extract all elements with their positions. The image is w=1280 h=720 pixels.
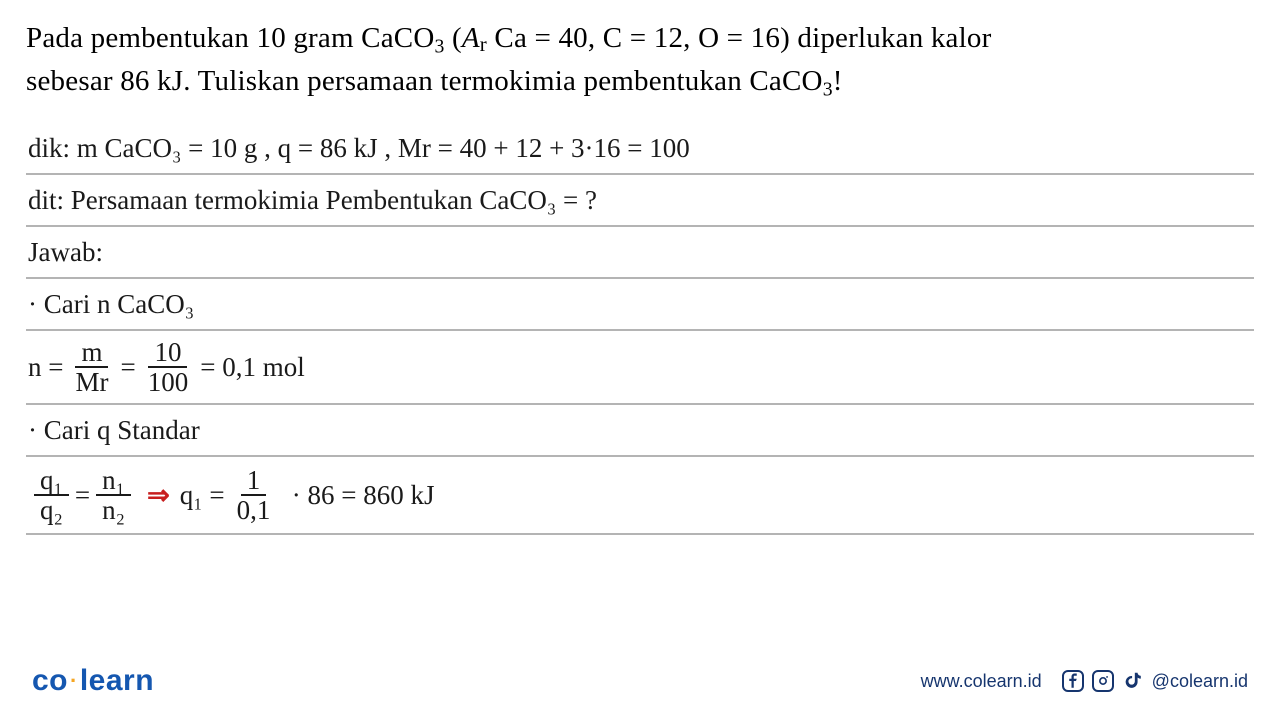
footer: co·learn www.colearn.id @colearn.id xyxy=(0,664,1280,698)
step2-frac1: q₁ q₂ xyxy=(34,466,69,525)
step2-label: · Cari q Standar xyxy=(28,415,200,446)
step1-frac1-num: m xyxy=(75,338,108,368)
problem-l1-r: r xyxy=(480,32,487,56)
step1-label: · Cari n CaCO₃ xyxy=(28,289,194,320)
problem-l1-b: ( xyxy=(445,22,462,54)
step1-rhs: = 0,1 mol xyxy=(200,352,304,383)
dit-text: dit: Persamaan termokimia Pembentukan Ca… xyxy=(28,185,597,216)
problem-statement: Pada pembentukan 10 gram CaCO3 (Ar Ca = … xyxy=(26,18,1254,103)
step1-frac2-num: 10 xyxy=(148,338,187,368)
step2-lhs2: q₁ = xyxy=(180,480,225,511)
step2-eq1: = xyxy=(75,480,90,511)
step2-eq-line: q₁ q₂ = n₁ n₂ ⇒ q₁ = 1 0,1 · 86 = 860 kJ xyxy=(26,457,1254,535)
step1-mid: = xyxy=(120,352,135,383)
step2-frac2: n₁ n₂ xyxy=(96,466,131,525)
footer-handle: @colearn.id xyxy=(1152,671,1248,692)
step2-frac3-num: 1 xyxy=(241,466,267,496)
step2-frac1-den: q₂ xyxy=(34,496,69,524)
brand-co: co xyxy=(32,664,68,697)
tiktok-icon xyxy=(1122,670,1144,692)
step2-frac2-den: n₂ xyxy=(96,496,131,524)
problem-l2-b: ! xyxy=(833,65,843,97)
step1-frac1: m Mr xyxy=(69,338,114,397)
step1-frac1-den: Mr xyxy=(69,368,114,396)
step2-frac3: 1 0,1 xyxy=(231,466,277,525)
problem-l1-a: Pada pembentukan 10 gram CaCO xyxy=(26,22,435,54)
step1-lhs: n = xyxy=(28,352,63,383)
arrow-icon: ⇒ xyxy=(147,480,170,511)
problem-l2-a: sebesar 86 kJ. Tuliskan persamaan termok… xyxy=(26,65,823,97)
step2-rhs2: · 86 = 860 kJ xyxy=(292,480,435,511)
step1-label-line: · Cari n CaCO₃ xyxy=(26,279,1254,331)
problem-l2-sub: 3 xyxy=(823,78,833,100)
step2-frac2-num: n₁ xyxy=(96,466,131,496)
step1-frac2: 10 100 xyxy=(142,338,195,397)
footer-url: www.colearn.id xyxy=(921,671,1042,692)
problem-line-1: Pada pembentukan 10 gram CaCO3 (Ar Ca = … xyxy=(26,18,1254,61)
problem-l1-c: Ca = 40, C = 12, O = 16) diperlukan kalo… xyxy=(487,22,991,54)
jawab-text: Jawab: xyxy=(28,237,103,268)
page: Pada pembentukan 10 gram CaCO3 (Ar Ca = … xyxy=(0,0,1280,720)
step2-label-line: · Cari q Standar xyxy=(26,405,1254,457)
problem-l1-A: A xyxy=(462,22,480,54)
step1-frac2-den: 100 xyxy=(142,368,195,396)
brand-dot: · xyxy=(68,668,80,693)
dit-line: dit: Persamaan termokimia Pembentukan Ca… xyxy=(26,175,1254,227)
problem-l1-sub: 3 xyxy=(435,36,445,58)
brand-logo: co·learn xyxy=(32,664,154,698)
dik-line: dik: m CaCO₃ = 10 g , q = 86 kJ , Mr = 4… xyxy=(26,123,1254,175)
instagram-icon xyxy=(1092,670,1114,692)
dik-text: dik: m CaCO₃ = 10 g , q = 86 kJ , Mr = 4… xyxy=(28,133,690,164)
problem-line-2: sebesar 86 kJ. Tuliskan persamaan termok… xyxy=(26,61,1254,104)
facebook-icon xyxy=(1062,670,1084,692)
step1-eq-line: n = m Mr = 10 100 = 0,1 mol xyxy=(26,331,1254,405)
social-group: @colearn.id xyxy=(1062,670,1248,692)
worked-solution: dik: m CaCO₃ = 10 g , q = 86 kJ , Mr = 4… xyxy=(26,123,1254,535)
step2-frac1-num: q₁ xyxy=(34,466,69,496)
jawab-line: Jawab: xyxy=(26,227,1254,279)
step2-frac3-den: 0,1 xyxy=(231,496,277,524)
brand-learn: learn xyxy=(80,664,154,697)
footer-right: www.colearn.id @colearn.id xyxy=(921,670,1248,692)
